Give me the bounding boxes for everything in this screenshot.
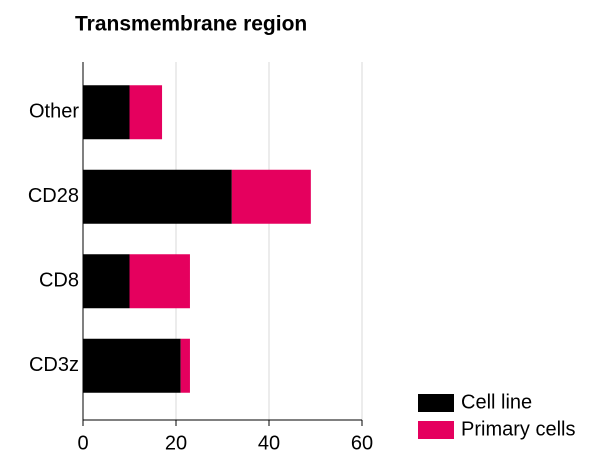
legend-label: Cell line	[461, 391, 532, 413]
bar	[231, 169, 311, 224]
x-tick-label: 60	[351, 432, 373, 454]
y-tick-label: CD28	[28, 185, 79, 207]
bar	[129, 254, 190, 309]
bar	[129, 85, 163, 140]
bar	[83, 254, 130, 309]
legend-swatch	[418, 394, 454, 412]
x-tick-label: 40	[258, 432, 280, 454]
y-tick-label: CD3z	[29, 354, 79, 376]
x-tick-label: 20	[165, 432, 187, 454]
bar	[180, 338, 190, 393]
y-tick-label: CD8	[39, 270, 79, 292]
y-tick-label: Other	[29, 101, 79, 123]
chart-title: Transmembrane region	[75, 13, 307, 36]
bar	[83, 338, 181, 393]
legend-swatch	[418, 421, 454, 439]
legend-label: Primary cells	[461, 418, 575, 440]
bar	[83, 169, 232, 224]
x-tick-label: 0	[77, 432, 88, 454]
bar	[83, 85, 130, 140]
